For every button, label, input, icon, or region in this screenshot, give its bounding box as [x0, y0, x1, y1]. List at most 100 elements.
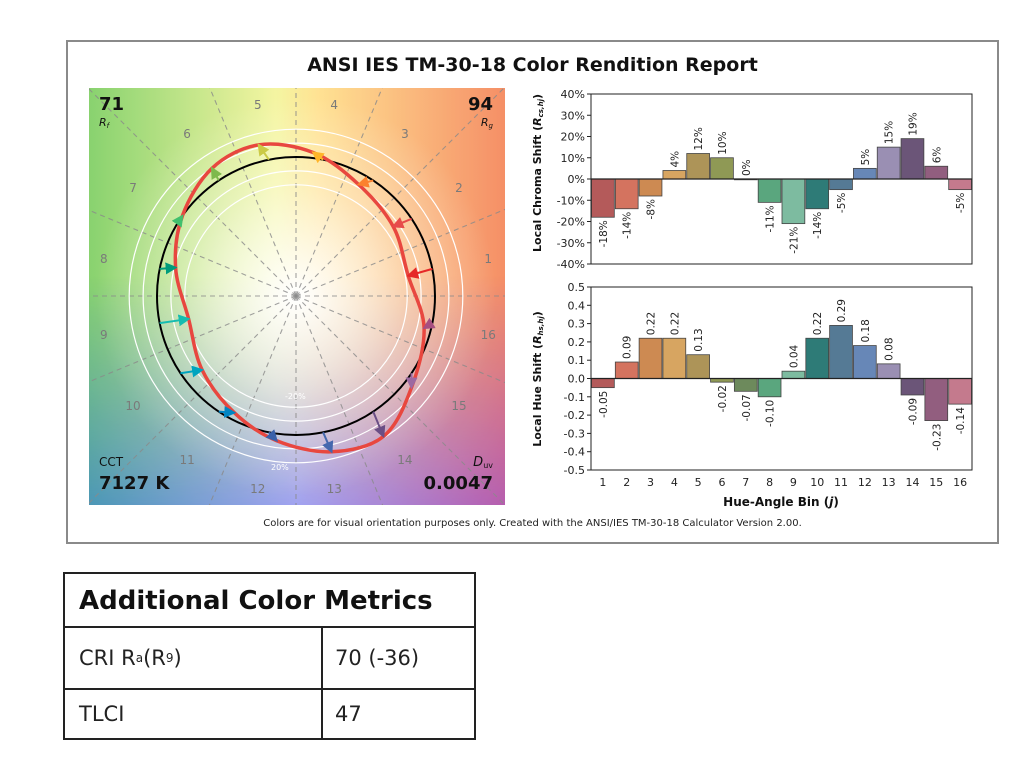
local-chroma-shift-chart: Local Chroma Shift (Rcs,hj) 40% 30% 20% 10%… [531, 88, 973, 271]
x-tick-label: 8 [766, 476, 773, 489]
bin-label: 11 [179, 453, 194, 467]
bar-value-label: -11% [765, 205, 777, 232]
y-tick-label: 0.2 [568, 336, 586, 349]
rf-value: 71 [99, 94, 124, 115]
bin-spoke [295, 295, 384, 505]
bin-label: 7 [129, 181, 137, 195]
y-tick-label: -40% [557, 258, 585, 271]
y-tick-label: 0.4 [568, 299, 586, 312]
ring-guide [128, 128, 464, 464]
bar [662, 170, 687, 180]
local-hue-shift-chart: Local Hue Shift (Rhs,hj) 0.5 0.4 0.3 0.2 0.1… [531, 281, 973, 509]
y-tick-label: -30% [557, 237, 585, 250]
color-vector-arrow [422, 317, 436, 330]
x-tick-label: 12 [858, 476, 872, 489]
bin-spoke [295, 295, 505, 384]
bar-value-label: 12% [693, 127, 705, 150]
bar [876, 146, 901, 180]
y-tick-label: 20% [561, 131, 585, 144]
bin-label: 8 [100, 252, 108, 266]
reference-circle [156, 156, 436, 436]
color-rendition-report: ANSI IES TM-30-18 Color Rendition Report [66, 40, 999, 544]
bar [614, 361, 639, 379]
bar-value-label: 0.29 [836, 299, 848, 322]
bar [591, 378, 615, 389]
x-tick-label: 5 [695, 476, 702, 489]
y-tick-label: -0.4 [564, 446, 585, 459]
bar-value-label: -0.09 [907, 398, 919, 425]
bar-value-label: -0.23 [931, 424, 943, 451]
bar-value-label: 4% [669, 151, 681, 168]
y-tick-label: 30% [561, 109, 585, 122]
bin-spoke [89, 295, 297, 383]
bar [948, 378, 972, 405]
bar-value-label: -18% [598, 220, 610, 247]
bar [900, 138, 925, 180]
bin-label: 13 [327, 482, 342, 496]
color-vector-arrow [356, 176, 374, 188]
bar-value-label: -0.10 [765, 400, 777, 427]
y-tick-label: -0.5 [564, 464, 585, 477]
color-vector-arrow [210, 166, 223, 181]
x-tick-label: 15 [929, 476, 943, 489]
bin-label: 15 [451, 399, 466, 413]
bar-value-label: -0.05 [598, 391, 610, 418]
bin-label: 3 [401, 127, 409, 141]
color-vector-arrow [180, 365, 205, 378]
bin-label: 9 [100, 328, 108, 342]
bar-value-label: 0.22 [812, 312, 824, 335]
rf-label: Rf [99, 116, 111, 130]
ring-guides [128, 128, 464, 464]
x-tick-label: 11 [834, 476, 848, 489]
report-footer-note: Colors are for visual orientation purpos… [263, 518, 802, 529]
bin-label: 12 [250, 482, 265, 496]
bar-value-label: 0.04 [788, 344, 800, 368]
bar [853, 345, 877, 379]
x-tick-label: 10 [810, 476, 824, 489]
x-tick-label: 13 [882, 476, 896, 489]
metrics-row-tlci: TLCI 47 [65, 690, 474, 738]
bin-spoke [89, 295, 297, 504]
bar [948, 178, 972, 191]
bar [638, 178, 663, 197]
x-tick-label: 4 [671, 476, 678, 489]
cct-value: 7127 K [99, 473, 170, 494]
bar [686, 354, 710, 379]
bar-value-label: -8% [646, 199, 658, 219]
bar [686, 153, 710, 180]
cct-label: CCT [99, 455, 124, 469]
bar [662, 337, 687, 379]
color-vector-arrow [159, 262, 178, 275]
bar [757, 378, 782, 398]
bin-spoke [295, 88, 383, 297]
bar [853, 167, 877, 180]
ring-guide [184, 184, 408, 408]
color-vector-arrow [406, 267, 433, 279]
bar-value-label: -14% [622, 212, 634, 239]
bin-label: 14 [397, 453, 412, 467]
x-tick-label: 9 [790, 476, 797, 489]
bar [781, 178, 806, 225]
bar-value-label: -0.02 [717, 385, 729, 412]
color-vector-arrow [218, 406, 237, 418]
bin-label: 10 [125, 399, 140, 413]
x-tick-label: 7 [742, 476, 749, 489]
y-tick-label: -10% [557, 194, 585, 207]
bin-label: 5 [254, 98, 262, 112]
x-tick-label: 1 [599, 476, 606, 489]
bar-value-label: -0.14 [955, 407, 967, 434]
metrics-value-cri: 70 (-36) [335, 646, 420, 670]
y-tick-label: 0.0 [568, 373, 586, 386]
bin-spoke [89, 88, 297, 297]
y-tick-label: -20% [557, 216, 585, 229]
bar [614, 178, 639, 210]
y-tick-label: -0.2 [564, 409, 585, 422]
bar-value-label: 0.22 [646, 312, 658, 335]
bar [710, 157, 734, 180]
bar [805, 337, 830, 379]
bin-label: 2 [455, 181, 463, 195]
chroma-y-axis-label: Local Chroma Shift (Rcs,hj) [531, 94, 545, 252]
